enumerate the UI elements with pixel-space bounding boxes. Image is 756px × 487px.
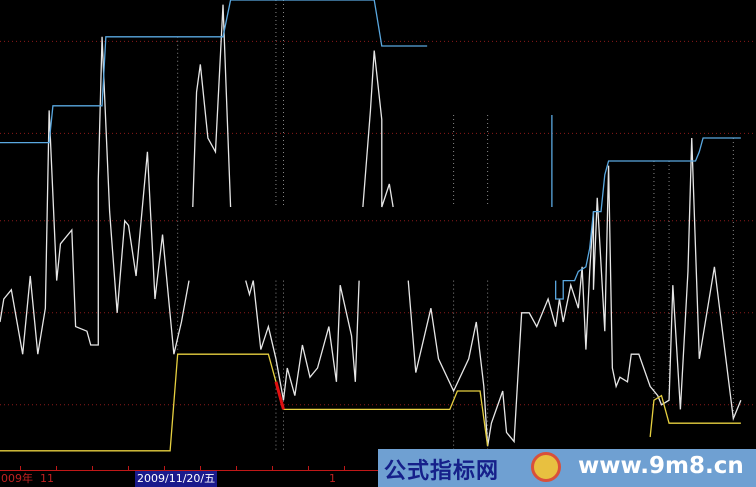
axis-tick xyxy=(272,466,273,470)
series-0-line xyxy=(407,137,742,447)
axis-year-label: 2009年 xyxy=(0,472,33,485)
series-0-line xyxy=(245,280,360,401)
series-0-line xyxy=(0,36,190,355)
axis-tick xyxy=(200,466,201,470)
axis-tick xyxy=(164,466,165,470)
watermark-logo-icon xyxy=(531,452,561,482)
series-2-line xyxy=(649,394,741,438)
axis-tick xyxy=(308,466,309,470)
axis-tick xyxy=(236,466,237,470)
chart-plot-area xyxy=(0,0,756,452)
series-1-line xyxy=(0,0,428,144)
axis-tick xyxy=(128,466,129,470)
axis-tick xyxy=(56,466,57,470)
axis-tick xyxy=(20,466,21,470)
cursor-date-label: 2009/11/20/五 xyxy=(135,471,218,487)
axis-tick xyxy=(92,466,93,470)
series-2-line xyxy=(283,390,489,447)
watermark-site-name: 公式指标网 xyxy=(384,459,500,484)
axis-month-label: 11 xyxy=(40,472,54,485)
series-0-line xyxy=(362,50,394,208)
series-1-line xyxy=(555,137,741,300)
series-3-line xyxy=(274,381,285,410)
watermark-url: www.9m8.cn xyxy=(578,453,744,479)
watermark-banner: 公式指标网 www.9m8.cn xyxy=(378,449,756,487)
axis-tick xyxy=(344,466,345,470)
axis-next-label: 1 xyxy=(329,472,336,485)
series-2-line xyxy=(0,353,277,452)
series-0-line xyxy=(192,4,232,208)
